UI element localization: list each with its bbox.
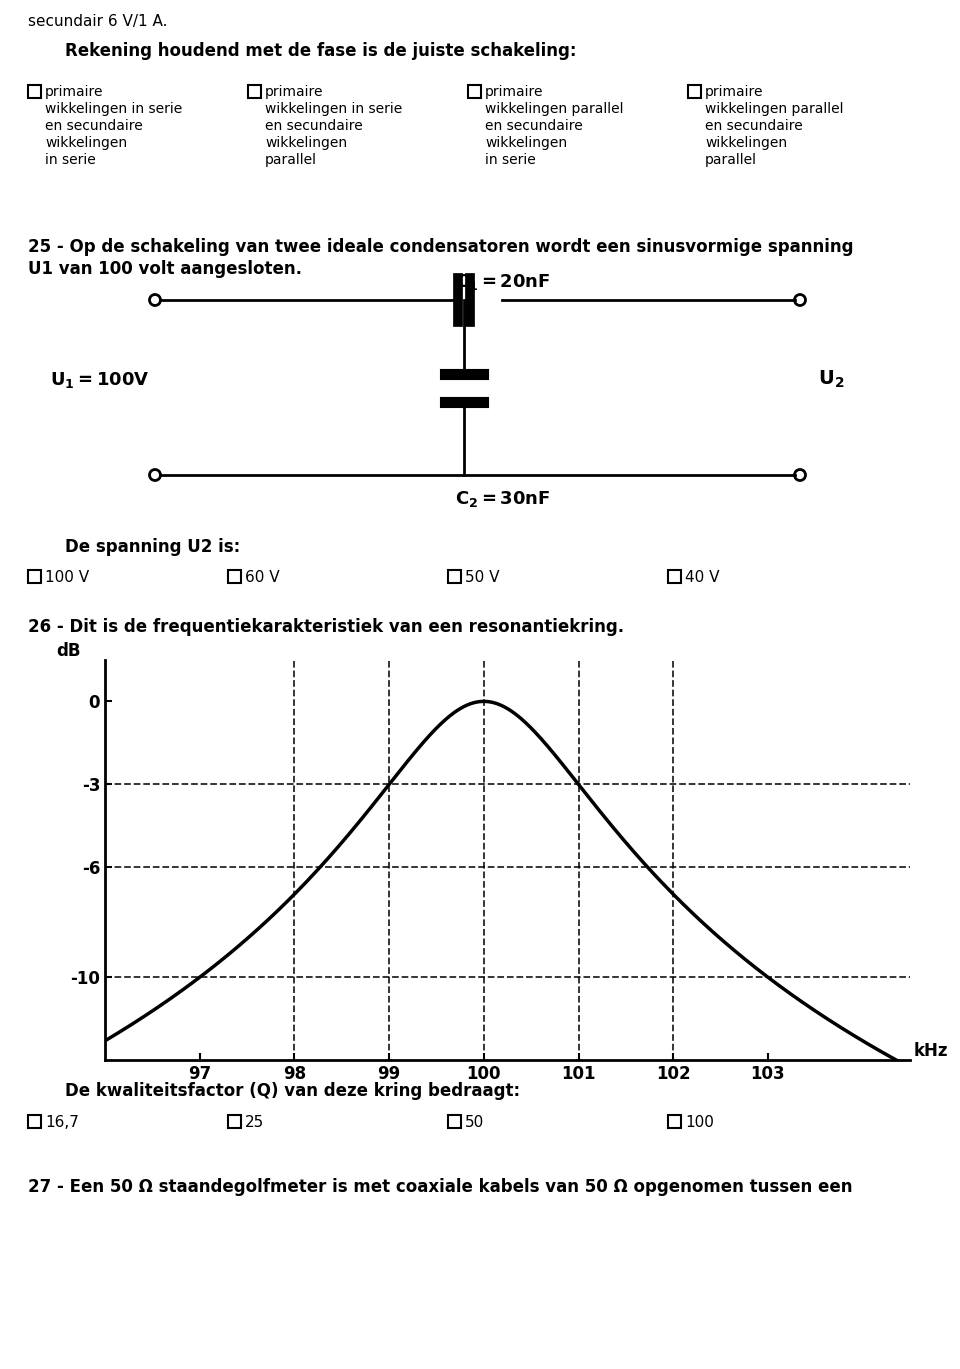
Text: 25 - Op de schakeling van twee ideale condensatoren wordt een sinusvormige spann: 25 - Op de schakeling van twee ideale co… [28,238,853,256]
Text: primaire: primaire [705,85,763,99]
Text: 27 - Een 50 Ω staandegolfmeter is met coaxiale kabels van 50 Ω opgenomen tussen : 27 - Een 50 Ω staandegolfmeter is met co… [28,1177,852,1197]
Text: $\mathbf{U_1}$$\mathbf{=100V}$: $\mathbf{U_1}$$\mathbf{=100V}$ [50,370,150,390]
Text: wikkelingen: wikkelingen [45,136,127,151]
Bar [468,85,481,99]
Bar [228,570,241,583]
Text: en secundaire: en secundaire [485,119,583,133]
Bar [28,570,41,583]
Text: $\mathbf{C_1}$$\mathbf{=20nF}$: $\mathbf{C_1}$$\mathbf{=20nF}$ [455,272,550,292]
Text: secundair 6 V/1 A.: secundair 6 V/1 A. [28,14,167,29]
Text: en secundaire: en secundaire [265,119,363,133]
Text: wikkelingen: wikkelingen [705,136,787,151]
Text: 40 V: 40 V [685,570,719,585]
Text: en secundaire: en secundaire [705,119,803,133]
Text: wikkelingen in serie: wikkelingen in serie [45,103,182,116]
Text: kHz: kHz [914,1042,948,1060]
Text: $\mathbf{C_2}$$\mathbf{=30nF}$: $\mathbf{C_2}$$\mathbf{=30nF}$ [455,489,550,509]
Bar [28,85,41,99]
Text: $\mathbf{U_2}$: $\mathbf{U_2}$ [818,368,845,390]
Text: 50 V: 50 V [465,570,499,585]
Text: primaire: primaire [265,85,324,99]
Text: in serie: in serie [485,153,536,167]
Text: parallel: parallel [705,153,757,167]
Bar [688,85,701,99]
Text: wikkelingen parallel: wikkelingen parallel [485,103,623,116]
Text: 50: 50 [465,1114,484,1129]
Text: 100 V: 100 V [45,570,89,585]
Text: De kwaliteitsfactor (Q) van deze kring bedraagt:: De kwaliteitsfactor (Q) van deze kring b… [65,1082,520,1101]
Text: 100: 100 [685,1114,714,1129]
Text: U1 van 100 volt aangesloten.: U1 van 100 volt aangesloten. [28,260,302,278]
Text: wikkelingen parallel: wikkelingen parallel [705,103,844,116]
Text: primaire: primaire [45,85,104,99]
Text: parallel: parallel [265,153,317,167]
Text: 26 - Dit is de frequentiekarakteristiek van een resonantiekring.: 26 - Dit is de frequentiekarakteristiek … [28,617,624,637]
Text: in serie: in serie [45,153,96,167]
Text: en secundaire: en secundaire [45,119,143,133]
Text: wikkelingen: wikkelingen [485,136,567,151]
Bar [448,1114,461,1128]
Text: 60 V: 60 V [245,570,279,585]
Bar [448,570,461,583]
Bar [668,570,681,583]
Text: 25: 25 [245,1114,264,1129]
Bar [28,1114,41,1128]
Text: dB: dB [57,642,81,660]
Text: De spanning U2 is:: De spanning U2 is: [65,538,240,556]
Bar [668,1114,681,1128]
Text: wikkelingen: wikkelingen [265,136,348,151]
Bar [228,1114,241,1128]
Text: Rekening houdend met de fase is de juiste schakeling:: Rekening houdend met de fase is de juist… [65,42,577,60]
Text: wikkelingen in serie: wikkelingen in serie [265,103,402,116]
Text: 16,7: 16,7 [45,1114,79,1129]
Text: primaire: primaire [485,85,543,99]
Bar [248,85,261,99]
